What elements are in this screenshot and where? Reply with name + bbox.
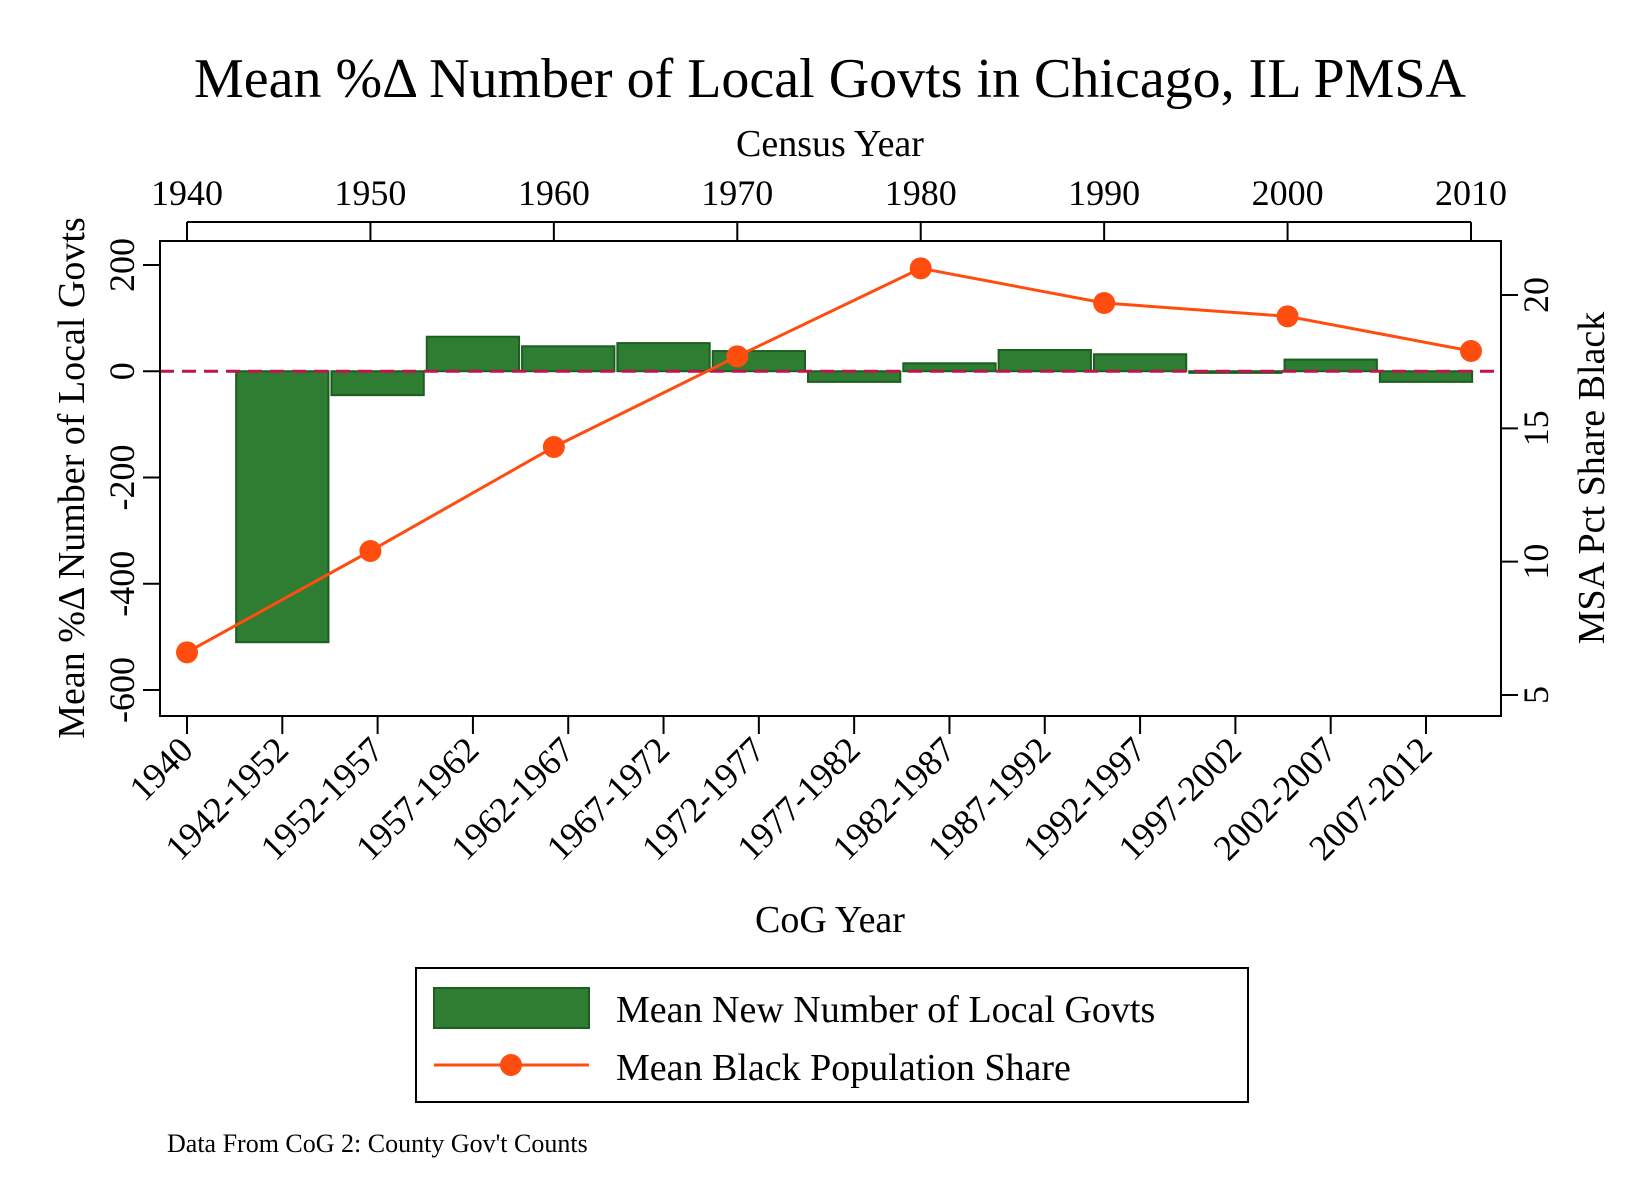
series-point <box>542 436 565 458</box>
series-point <box>726 345 749 368</box>
top-axis-tick-label: 1960 <box>518 173 590 213</box>
left-axis-tick-label: -200 <box>102 445 142 511</box>
series-point <box>1276 305 1299 328</box>
legend-label-bars: Mean New Number of Local Govts <box>616 989 1155 1031</box>
bottom-axis-ticks: 19401942-19521952-19571957-19621962-1967… <box>121 715 1440 868</box>
top-axis-tick-label: 1950 <box>334 173 406 213</box>
bar <box>997 349 1092 373</box>
right-axis-tick-label: 20 <box>1516 277 1556 313</box>
bar <box>330 370 425 397</box>
top-axis-tick-label: 2000 <box>1252 173 1324 213</box>
left-axis-tick-label: 0 <box>102 362 142 380</box>
series-point <box>909 257 932 280</box>
bar <box>1283 358 1378 373</box>
left-axis-tick-label: 200 <box>102 238 142 292</box>
legend-marker-swatch <box>500 1054 522 1076</box>
left-axis-label: Mean %Δ Number of Local Govts <box>51 217 93 738</box>
top-axis-tick-label: 1970 <box>701 173 773 213</box>
bar <box>521 345 616 373</box>
bar <box>1092 353 1188 373</box>
top-axis-tick-label: 2010 <box>1435 173 1507 213</box>
top-axis-tick-label: 1980 <box>885 173 957 213</box>
bar <box>425 335 521 373</box>
legend: Mean New Number of Local Govts Mean Blac… <box>415 967 1249 1103</box>
bar <box>1188 370 1283 374</box>
right-axis: 20 15 10 5 <box>1501 277 1556 704</box>
bottom-axis-tick-label: 1940 <box>121 729 200 808</box>
top-axis-label: Census Year <box>736 123 924 165</box>
series-line <box>186 266 1472 654</box>
left-axis: 200 0 -200 -400 -600 <box>102 238 160 723</box>
bars-group <box>235 335 1474 644</box>
right-axis-tick-label: 5 <box>1516 686 1556 704</box>
left-axis-tick-label: -600 <box>102 657 142 723</box>
series-point <box>359 540 382 562</box>
bar <box>616 342 711 373</box>
series-point <box>1460 340 1482 362</box>
bar <box>902 362 997 373</box>
bar <box>1378 370 1474 383</box>
legend-bar-swatch <box>433 987 590 1029</box>
series-point <box>1093 292 1116 314</box>
top-axis-ticks: 1940 1950 1960 1970 1980 1990 2000 2010 <box>151 173 1507 240</box>
right-axis-tick-label: 15 <box>1516 410 1556 446</box>
top-axis-tick-label: 1940 <box>151 173 223 213</box>
right-axis-tick-label: 10 <box>1516 544 1556 580</box>
x-axis-label: CoG Year <box>755 899 905 941</box>
legend-label-line: Mean Black Population Share <box>616 1047 1071 1089</box>
bar <box>235 370 330 644</box>
left-axis-tick-label: -400 <box>102 551 142 617</box>
line-series-group <box>176 257 1482 664</box>
data-source-note: Data From CoG 2: County Gov't Counts <box>167 1129 588 1158</box>
chart-title: Mean %Δ Number of Local Govts in Chicago… <box>194 48 1467 110</box>
series-point <box>176 641 198 664</box>
right-axis-label: MSA Pct Share Black <box>1571 312 1613 644</box>
top-axis-tick-label: 1990 <box>1068 173 1140 213</box>
legend-frame <box>415 967 1249 1103</box>
bar <box>807 370 902 383</box>
